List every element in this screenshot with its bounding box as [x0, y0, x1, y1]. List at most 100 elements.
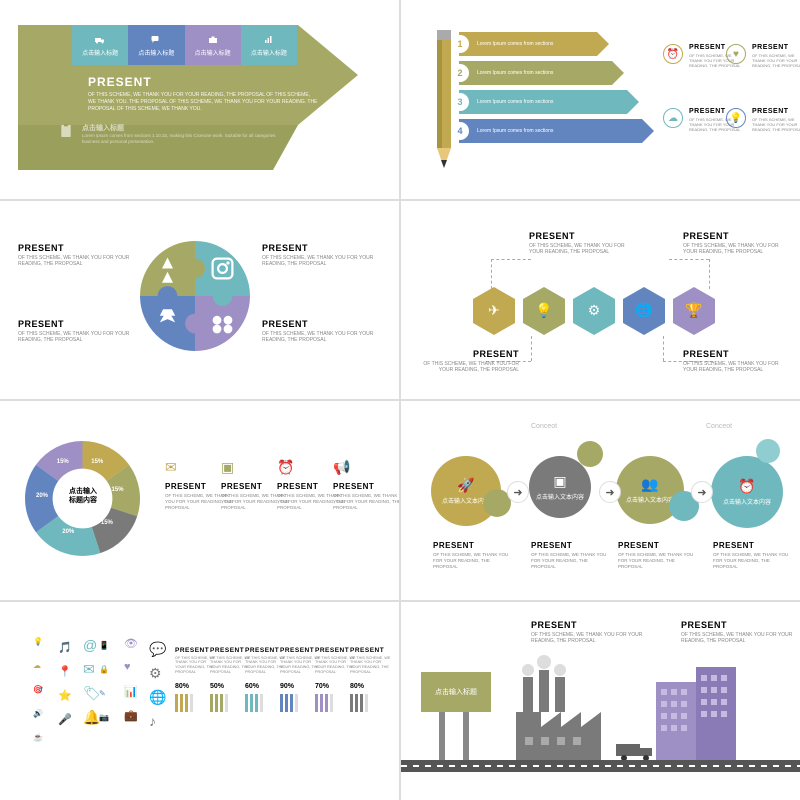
info-4: PRESENT OF THIS SCHEME, WE THANK YOU FOR…	[713, 541, 793, 570]
bar-num-2: 2	[451, 64, 469, 82]
cloud-icon-20: 🔔	[83, 709, 100, 726]
cloud-icon-1: 🎵	[58, 641, 72, 654]
cloud-icon-10: ♥	[124, 661, 131, 673]
info-3: PRESENTOF THIS SCHEME, WE THANK YOU FOR …	[18, 319, 138, 344]
chart-icon	[263, 34, 275, 46]
cloud-icon-11: ⚙	[149, 665, 162, 682]
pct-1: 15%	[91, 459, 103, 465]
mid-sub: OF THIS SCHEME, WE THANK YOU FOR YOUR RE…	[88, 92, 318, 113]
info-icon-1: ⏰	[663, 44, 683, 64]
info-4: PRESENTOF THIS SCHEME, WE THANK YOU FOR …	[262, 319, 382, 344]
cloud-icon-12: 🎯	[33, 685, 43, 694]
arrow-2: ➜	[599, 481, 621, 503]
info-bl: PRESENTOF THIS SCHEME, WE THANK YOU FOR …	[419, 349, 519, 374]
cloud-icon-3: 📱	[99, 641, 109, 650]
cloud-icon-18: 🔊	[33, 709, 43, 718]
slide-3-puzzle: PRESENTOF THIS SCHEME, WE THANK YOU FOR …	[0, 201, 399, 400]
slide-1-arrow: 点击输入标题 点击输入标题 点击输入标题 点击输入标题 PRESENT OF T…	[0, 0, 399, 199]
bar-1: Lorem Ipsum comes from sections	[459, 32, 609, 56]
road	[401, 760, 800, 772]
cloud-icon-2: @	[83, 637, 97, 653]
info-2: PRESENTOF THIS SCHEME, WE THANK YOU FOR …	[262, 243, 382, 268]
slide-5-donut: 点击输入标题内容 15%15%15%20%20%15% ✉ PRESENT OF…	[0, 401, 399, 600]
pct-6: 15%	[57, 459, 69, 465]
info-br: PRESENTOF THIS SCHEME, WE THANK YOU FOR …	[683, 349, 793, 374]
slide-7-iconcloud: 💡🎵@📱👁💬☁📍✉🔒♥⚙🎯⭐🏷✎📊🌐🔊🎤🔔📷💼♪☕ PRESENT OF THI…	[0, 602, 399, 800]
pct-3: 15%	[101, 520, 113, 526]
cloud-icon-15: ✎	[99, 689, 106, 698]
hex-2: 💡	[523, 287, 565, 335]
info-1: PRESENTOF THIS SCHEME, WE THANK YOU FOR …	[531, 620, 651, 645]
info-1: PRESENT OF THIS SCHEME, WE THANK YOU FOR…	[433, 541, 513, 570]
cloud-icon-0: 💡	[33, 637, 43, 646]
top-label-1: Conceot	[531, 423, 557, 430]
info-4: 📢 PRESENT OF THIS SCHEME, WE THANK YOU F…	[333, 459, 399, 511]
info-2: PRESENTOF THIS SCHEME, WE THANK YOU FOR …	[681, 620, 800, 645]
cloud-icon-16: 📊	[124, 685, 138, 698]
chat-icon	[150, 34, 162, 46]
hex-1: ✈	[473, 287, 515, 335]
circle-2: ▣点击输入文本内容	[529, 456, 591, 518]
info-tr: PRESENTOF THIS SCHEME, WE THANK YOU FOR …	[683, 231, 793, 256]
cloud-icon-22: 💼	[124, 709, 138, 722]
cloud-icon-9: 🔒	[99, 665, 109, 674]
clipboard-icon	[58, 123, 74, 139]
top-label-2: Conceot	[706, 423, 732, 430]
cloud-icon-21: 📷	[99, 713, 109, 722]
pct-2: 15%	[112, 487, 124, 493]
cloud-icon-17: 🌐	[149, 689, 166, 706]
hex-3: ⚙	[573, 287, 615, 335]
small-circle-2	[577, 441, 603, 467]
bar-3: Lorem Ipsum comes from sections	[459, 90, 639, 114]
truck-icon	[616, 742, 656, 762]
bar-2: Lorem Ipsum comes from sections	[459, 61, 624, 85]
tab-1: 点击输入标题	[72, 25, 128, 65]
cloud-icon-8: ✉	[83, 661, 95, 678]
cloud-icon-5: 💬	[149, 641, 166, 658]
tab-2: 点击输入标题	[128, 25, 184, 65]
cloud-icon-23: ♪	[149, 713, 156, 729]
cloud-icon-13: ⭐	[58, 689, 72, 702]
col-6: PRESENT OF THIS SCHEME, WE THANK YOU FOR…	[350, 647, 392, 713]
info-icon-3: ☁	[663, 108, 683, 128]
cloud-icon-19: 🎤	[58, 713, 72, 726]
bot-title: 点击输入标题	[82, 123, 282, 133]
tab-4: 点击输入标题	[241, 25, 297, 65]
info-tl: PRESENTOF THIS SCHEME, WE THANK YOU FOR …	[529, 231, 639, 256]
info-icon-4: 💡	[726, 108, 746, 128]
pct-5: 20%	[36, 493, 48, 499]
cloud-icon-24: ☕	[33, 733, 43, 742]
bar-num-3: 3	[451, 93, 469, 111]
hex-4: 🌐	[623, 287, 665, 335]
arrow-3: ➜	[691, 481, 713, 503]
cloud-icon-6: ☁	[33, 661, 41, 670]
pct-4: 20%	[62, 529, 74, 535]
info-3: PRESENT OF THIS SCHEME, WE THANK YOU FOR…	[618, 541, 698, 570]
bar-4: Lorem Ipsum comes from sections	[459, 119, 654, 143]
cloud-icon-4: 👁	[124, 637, 138, 650]
bot-sub: Lorem Ipsum comes from sections 1.10.32,…	[82, 133, 282, 145]
info-icon-2: ♥	[726, 44, 746, 64]
mid-title: PRESENT	[88, 75, 318, 89]
hex-5: 🏆	[673, 287, 715, 335]
bar-num-4: 4	[451, 122, 469, 140]
truck-icon	[94, 34, 106, 46]
circle-4: ⏰点击输入文本内容	[711, 456, 783, 528]
slide-2-pencil: Lorem Ipsum comes from sections 1Lorem I…	[401, 0, 800, 199]
icon-cloud: 💡🎵@📱👁💬☁📍✉🔒♥⚙🎯⭐🏷✎📊🌐🔊🎤🔔📷💼♪☕	[25, 632, 165, 752]
info-1: PRESENTOF THIS SCHEME, WE THANK YOU FOR …	[18, 243, 138, 268]
slide-8-industry: 点击输入标题 PRESENTOF THIS SCHEME, WE THANK Y…	[401, 602, 800, 800]
info-4: 💡 PRESENTOF THIS SCHEME, WE THANK YOU FO…	[726, 108, 800, 133]
bar-num-1: 1	[451, 35, 469, 53]
small-circle-4	[756, 439, 780, 463]
slide-4-hexagons: ✈ 💡 ⚙ 🌐 🏆 PRESENTOF THIS SCHEME, WE THAN…	[401, 201, 800, 400]
factory-icon	[511, 642, 611, 762]
info-2: PRESENT OF THIS SCHEME, WE THANK YOU FOR…	[531, 541, 611, 570]
billboard: 点击输入标题	[421, 672, 491, 712]
puzzle-circle	[140, 241, 250, 351]
briefcase-icon	[207, 34, 219, 46]
tab-3: 点击输入标题	[185, 25, 241, 65]
info-2: ♥ PRESENTOF THIS SCHEME, WE THANK YOU FO…	[726, 44, 800, 69]
info-icon-4: 📢	[333, 459, 399, 476]
cloud-icon-7: 📍	[58, 665, 72, 678]
